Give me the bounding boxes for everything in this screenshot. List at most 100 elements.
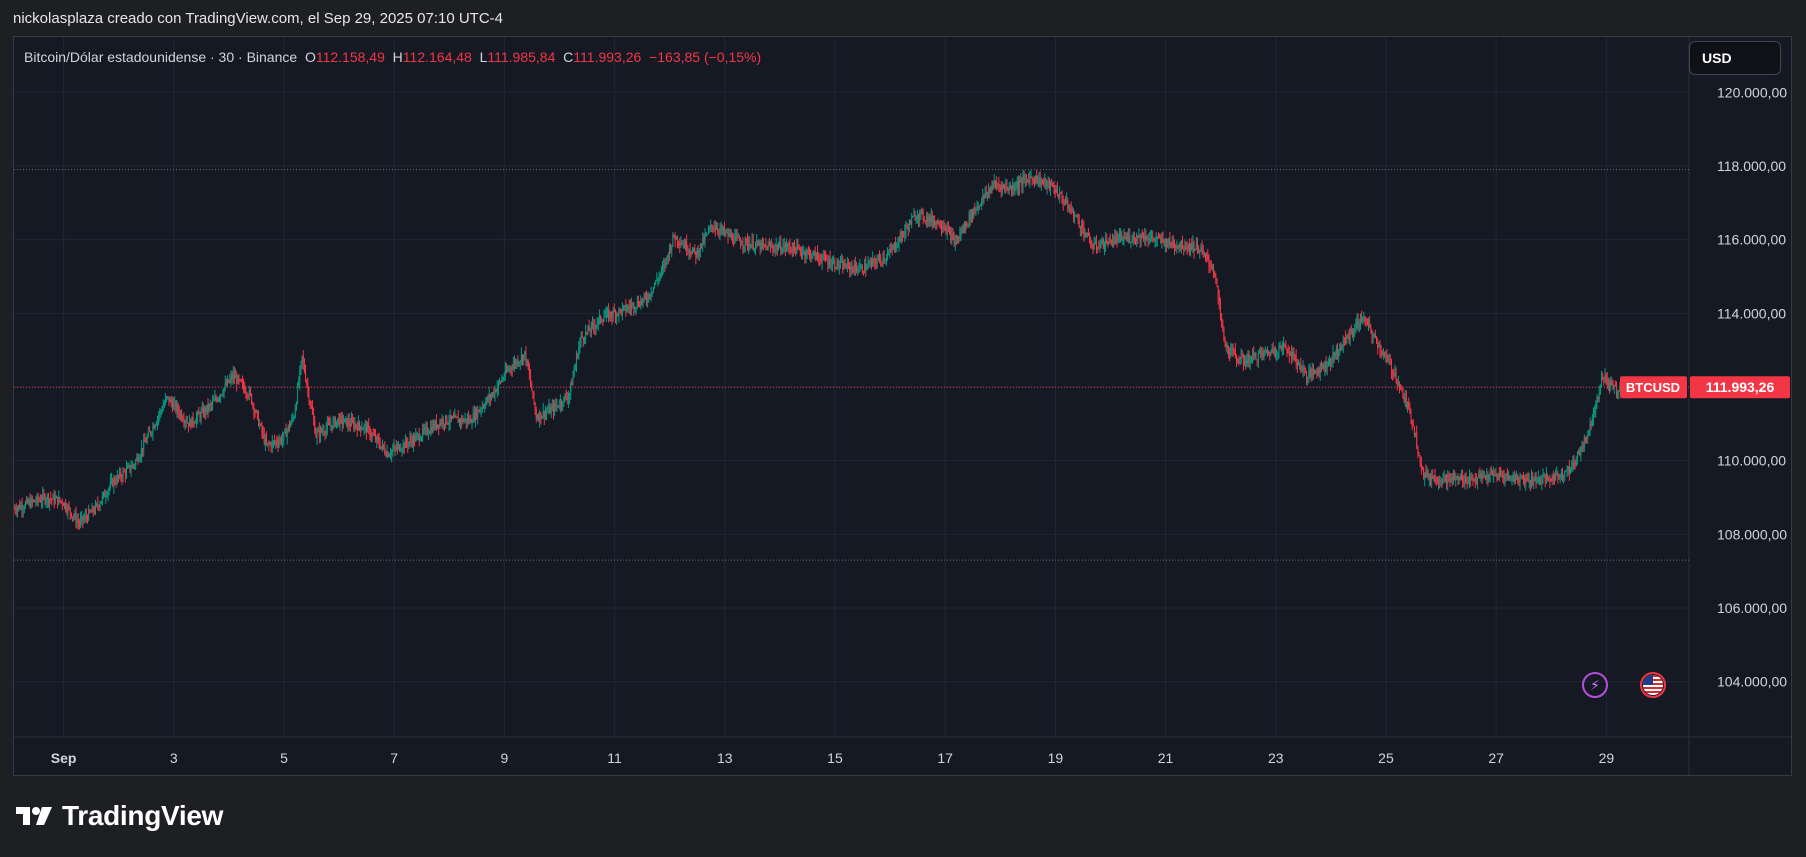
candle-body — [951, 234, 953, 241]
candle-body — [1094, 241, 1096, 244]
candle-body — [1174, 246, 1176, 248]
candle-body — [98, 505, 100, 508]
candle-body — [1148, 237, 1150, 241]
candle-body — [139, 455, 141, 459]
candle-body — [516, 360, 518, 365]
candle-body — [1074, 215, 1076, 218]
candle-body — [742, 244, 744, 247]
candle-body — [854, 263, 856, 269]
candle-body — [570, 383, 572, 394]
candle-body — [1481, 473, 1483, 479]
candle-body — [1107, 243, 1109, 245]
candle-body — [1045, 178, 1047, 187]
candle-body — [541, 416, 543, 419]
candle-body — [849, 264, 851, 271]
candle-body — [760, 242, 762, 250]
ohlc-legend: Bitcoin/Dólar estadounidense · 30 · Bina… — [24, 49, 761, 65]
candle-body — [297, 385, 299, 403]
candle-body — [55, 496, 57, 499]
candle-body — [1551, 475, 1553, 482]
candle-body — [1312, 369, 1314, 372]
candle-body — [477, 409, 479, 418]
candle-body — [183, 420, 185, 423]
candle-body — [456, 416, 458, 418]
currency-button[interactable]: USD — [1689, 41, 1781, 75]
candle-body — [153, 426, 155, 429]
candle-body — [699, 243, 701, 252]
candle-body — [980, 205, 982, 207]
candle-body — [212, 401, 214, 405]
candle-body — [334, 418, 336, 426]
candle-body — [1017, 182, 1019, 189]
candle-body — [1091, 246, 1093, 248]
candle-body — [330, 425, 332, 427]
candle-body — [1230, 348, 1232, 355]
candle-body — [130, 468, 132, 471]
candle-body — [1432, 475, 1434, 479]
candle-body — [1126, 236, 1128, 240]
candle-body — [1338, 352, 1340, 356]
candle-body — [696, 249, 698, 258]
candle-body — [64, 502, 66, 506]
candle-body — [858, 270, 860, 272]
candle-body — [1273, 349, 1275, 354]
candle-body — [524, 351, 526, 355]
candle-body — [90, 512, 92, 514]
candle-body — [553, 405, 555, 413]
candle-body — [1325, 361, 1327, 369]
low-value: 111.985,84 — [487, 49, 556, 65]
candle-body — [830, 265, 832, 267]
price-axis[interactable]: 120.000,00 118.000,00 116.000,00 114.000,00… — [1717, 84, 1787, 689]
candle-body — [295, 402, 297, 409]
time-axis[interactable]: Sep 3 5 7 9 11 13 15 17 19 21 23 25 27 29 — [51, 750, 1615, 766]
candle-body — [1153, 238, 1155, 241]
candle-body — [1160, 237, 1162, 243]
candle-body — [478, 409, 480, 412]
candle-body — [1047, 181, 1049, 183]
candle-body — [929, 215, 931, 222]
candle-body — [1073, 208, 1075, 218]
candle-body — [150, 431, 152, 434]
candle-body — [641, 300, 643, 303]
candle-body — [73, 516, 75, 518]
candle-body — [283, 432, 285, 439]
candle-body — [1306, 370, 1308, 379]
close-key: C — [563, 49, 574, 65]
candle-body — [1076, 215, 1078, 217]
candle-body — [624, 305, 626, 307]
lightning-icon[interactable]: ⚡ — [1582, 672, 1608, 698]
candle-body — [636, 301, 638, 308]
candle-body — [1028, 179, 1030, 184]
price-tick-label: 104.000,00 — [1717, 674, 1787, 690]
candle-body — [588, 326, 590, 332]
candle-body — [631, 305, 633, 309]
candle-body — [658, 276, 660, 281]
candle-body — [1043, 181, 1045, 183]
candle-body — [763, 244, 765, 246]
candle-body — [338, 418, 340, 425]
candle-body — [875, 262, 877, 265]
candle-body — [986, 192, 988, 196]
candle-body — [1411, 420, 1413, 424]
candle-body — [1474, 478, 1476, 481]
candle-body — [66, 509, 68, 512]
candle-body — [706, 233, 708, 235]
candle-body — [867, 263, 869, 269]
us-flag-icon[interactable] — [1640, 672, 1666, 698]
price-tick-label: 106.000,00 — [1717, 600, 1787, 616]
candle-body — [447, 423, 449, 425]
candle-body — [1291, 352, 1293, 359]
price-tick-label: 118.000,00 — [1717, 158, 1786, 174]
candle-body — [229, 379, 231, 383]
tradingview-logo[interactable]: TradingView — [14, 800, 223, 832]
candle-body — [502, 378, 504, 380]
candle-body — [140, 447, 142, 456]
candle-body — [913, 214, 915, 216]
price-chart[interactable]: 120.000,00 118.000,00 116.000,00 114.000,00… — [14, 37, 1791, 775]
candle-body — [1540, 478, 1542, 484]
candle-body — [84, 515, 86, 519]
candle-body — [178, 411, 180, 416]
candle-body — [946, 228, 948, 233]
chart-panel[interactable]: 120.000,00 118.000,00 116.000,00 114.000,00… — [13, 36, 1792, 776]
candle-body — [97, 503, 99, 506]
